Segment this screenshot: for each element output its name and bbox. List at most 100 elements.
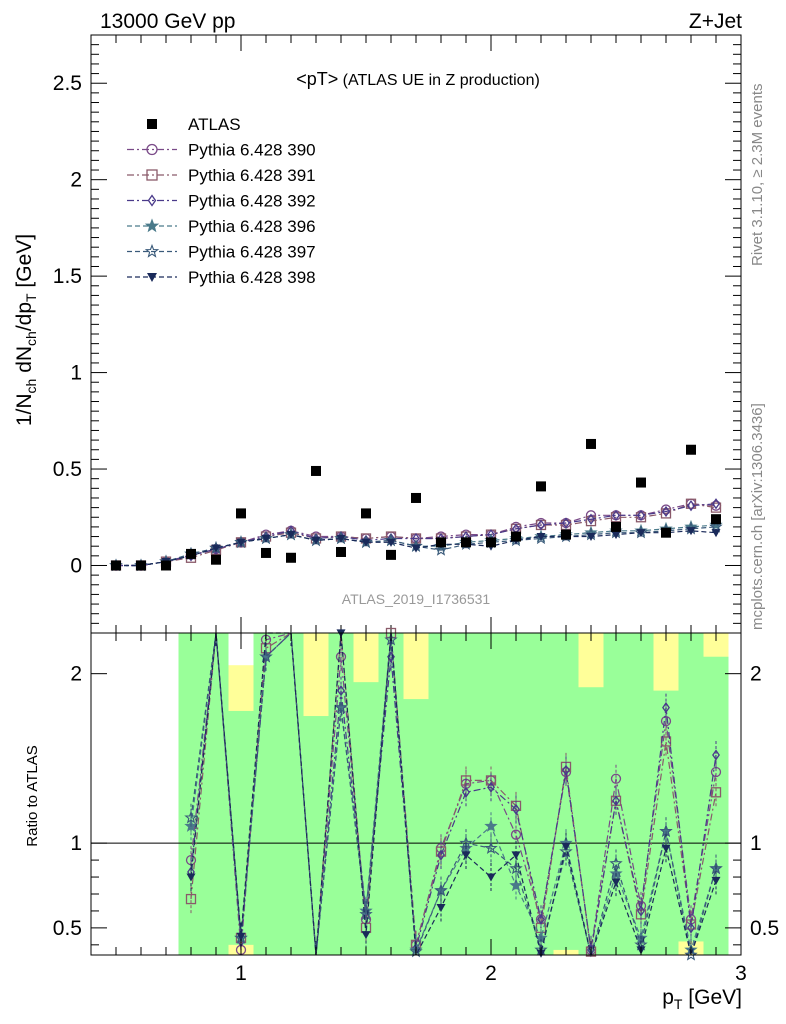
legend-marker bbox=[147, 194, 157, 207]
y-tick-label: 2 bbox=[70, 169, 82, 192]
atlas-data-point bbox=[136, 560, 146, 571]
ylabel-part-6: [GeV] bbox=[13, 234, 36, 294]
atlas-data-point bbox=[261, 547, 271, 558]
series-5-point bbox=[636, 529, 646, 538]
ratio-2-point bbox=[687, 922, 695, 934]
ratio-1-point bbox=[185, 893, 197, 905]
ratio-0-point bbox=[660, 715, 672, 727]
atlas-data-point bbox=[661, 527, 671, 538]
ratio-2-point bbox=[662, 701, 670, 714]
ratio-y-axis-label: Ratio to ATLAS bbox=[24, 745, 41, 846]
atlas-data-point bbox=[536, 481, 546, 492]
atlas-data-point bbox=[686, 444, 696, 455]
atlas-data-point bbox=[636, 477, 646, 488]
series-2-point bbox=[687, 500, 695, 512]
series-5-point bbox=[611, 531, 621, 540]
xlabel-part-0: p bbox=[662, 986, 674, 1009]
ratio-4-point bbox=[684, 947, 698, 961]
mcplots-label: mcplots.cern.ch [arXiv:1306.3436] bbox=[749, 403, 766, 630]
legend-marker bbox=[144, 218, 160, 233]
series-5-point bbox=[536, 532, 546, 542]
xlabel-part-2: [GeV] bbox=[682, 986, 742, 1009]
y-tick-label: 0.5 bbox=[53, 458, 82, 481]
plot-title-main: <pT> bbox=[296, 69, 338, 89]
ratio-y-tick-label-right: 1 bbox=[750, 832, 762, 855]
ratio-2-point bbox=[637, 905, 645, 917]
series-5-point bbox=[411, 544, 421, 553]
series-2-point bbox=[712, 498, 720, 510]
atlas-data-point bbox=[336, 546, 346, 557]
atlas-data-point bbox=[711, 514, 721, 525]
ratio-5-point bbox=[511, 851, 521, 860]
atlas-data-point bbox=[186, 548, 196, 559]
x-tick-label: 1 bbox=[235, 962, 247, 985]
atlas-data-point bbox=[361, 508, 371, 519]
y-tick-label: 1.5 bbox=[53, 265, 82, 288]
legend-entry: Pythia 6.428 397 bbox=[188, 243, 316, 262]
legend-entry: ATLAS bbox=[188, 115, 241, 134]
y-tick-label: 1 bbox=[70, 362, 82, 385]
atlas-data-point bbox=[236, 508, 246, 519]
ratio-2-point bbox=[562, 764, 570, 776]
ratio-band-green bbox=[253, 633, 279, 955]
plot-title: <pT> (ATLAS UE in Z production) bbox=[296, 69, 540, 89]
series-2-point bbox=[562, 517, 570, 529]
series-5-point bbox=[261, 534, 271, 543]
ratio-band-green bbox=[203, 633, 229, 955]
atlas-data-point bbox=[111, 560, 121, 571]
series-5-point bbox=[586, 532, 596, 542]
x-tick-label: 3 bbox=[735, 962, 747, 985]
series-4-point bbox=[434, 543, 448, 556]
legend-marker bbox=[147, 119, 157, 129]
ratio-4-point bbox=[334, 700, 348, 714]
watermark: ATLAS_2019_I1736531 bbox=[342, 591, 491, 607]
ratio-5-point bbox=[361, 931, 371, 940]
ratio-3-point bbox=[484, 819, 498, 832]
ratio-band-green bbox=[678, 633, 704, 942]
legend-entry: Pythia 6.428 391 bbox=[188, 166, 316, 185]
ratio-plot-panel: 1 2 30.5 0.51 12 2 Ratio to ATLAS bbox=[24, 627, 779, 985]
atlas-data-point bbox=[311, 465, 321, 476]
legend-entry: Pythia 6.428 392 bbox=[188, 192, 316, 211]
ratio-y-tick-label: 2 bbox=[70, 663, 82, 686]
atlas-data-point bbox=[411, 492, 421, 503]
series-5-point bbox=[236, 538, 246, 547]
ratio-4-point bbox=[484, 841, 498, 854]
main-plot-panel: 0 0.5 1 1.5 2 2.5 <pT> (ATLAS UE in Z product… bbox=[13, 34, 742, 634]
ratio-band-green bbox=[528, 633, 554, 955]
ylabel-part-2: dN bbox=[13, 346, 36, 379]
atlas-data-point bbox=[461, 537, 471, 548]
legend-marker bbox=[146, 169, 158, 181]
x-tick-label: 2 bbox=[485, 962, 497, 985]
ratio-4-point bbox=[709, 861, 723, 875]
ratio-2-point bbox=[437, 849, 445, 861]
y-tick-label: 2.5 bbox=[53, 72, 82, 95]
atlas-data-point bbox=[486, 537, 496, 548]
ratio-5-point bbox=[561, 842, 571, 852]
legend-entry: Pythia 6.428 390 bbox=[188, 141, 316, 160]
series-2-point bbox=[662, 505, 670, 518]
ratio-y-tick-label: 0.5 bbox=[53, 917, 82, 940]
series-2-point bbox=[612, 509, 620, 521]
series-5-point bbox=[386, 538, 396, 547]
ylabel-part-4: /dp bbox=[13, 302, 36, 331]
atlas-data-point bbox=[586, 438, 596, 449]
ratio-5-point bbox=[186, 873, 196, 882]
ratio-2-point bbox=[512, 803, 520, 815]
ylabel-part-0: 1/N bbox=[13, 393, 36, 426]
ratio-0-point bbox=[610, 773, 622, 784]
series-1-point bbox=[610, 512, 622, 523]
plot-title-sub: (ATLAS UE in Z production) bbox=[338, 72, 540, 89]
series-1-point bbox=[685, 498, 697, 509]
atlas-data-point bbox=[211, 554, 221, 565]
ratio-1-point bbox=[710, 787, 722, 798]
ratio-y-tick-label-right: 2 bbox=[750, 663, 762, 686]
legend-marker bbox=[147, 273, 157, 282]
ratio-0-point bbox=[335, 651, 347, 662]
ratio-4-point bbox=[434, 883, 448, 897]
ratio-2-point bbox=[712, 749, 720, 761]
ratio-2-point bbox=[537, 913, 545, 926]
ratio-4-point bbox=[184, 810, 198, 824]
ratio-5-point bbox=[661, 844, 671, 853]
